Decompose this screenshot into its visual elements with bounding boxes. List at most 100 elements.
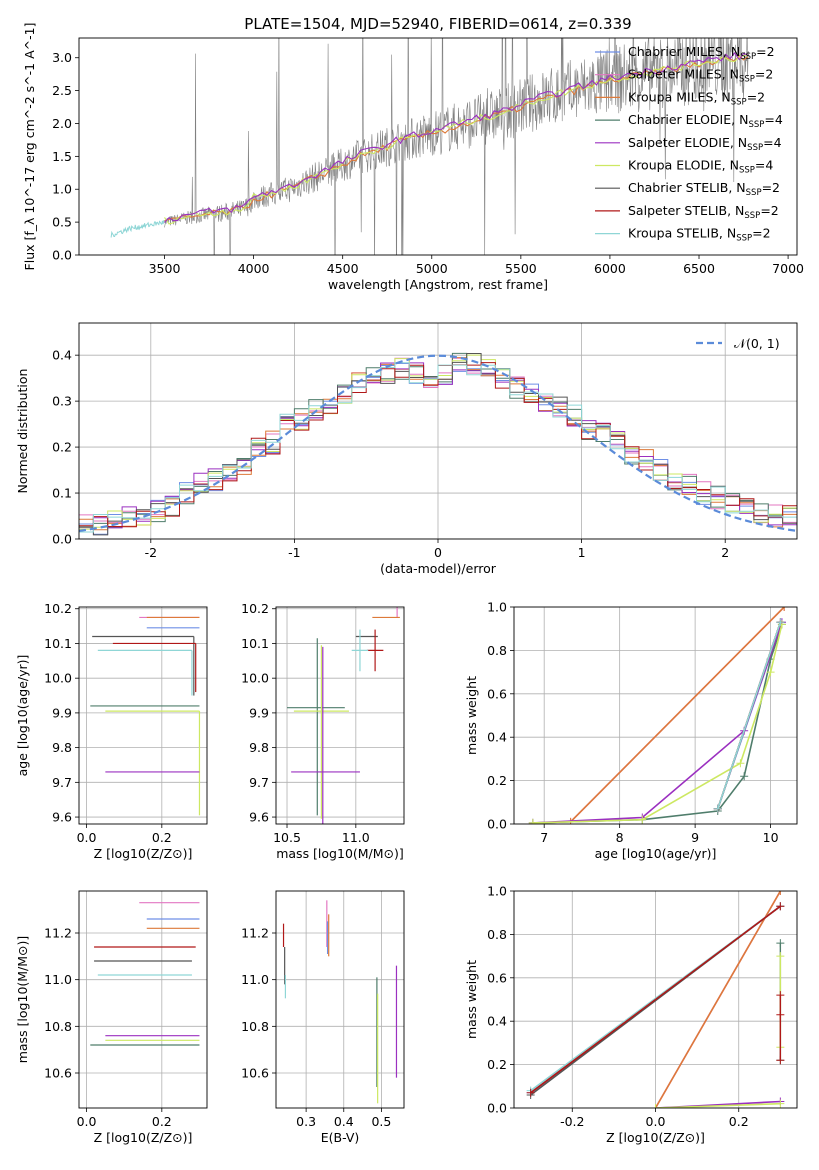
axes-frame xyxy=(513,890,798,1109)
x-tick-label: 9 xyxy=(691,830,699,845)
legend-label: Chabrier ELODIE, NSSP=4 xyxy=(628,112,783,130)
axes-frame xyxy=(275,606,405,825)
x-tick-label: 7000 xyxy=(772,261,804,276)
marker-kroupa_stelib xyxy=(776,618,785,627)
legend-label: Salpeter STELIB, NSSP=2 xyxy=(628,203,779,221)
y-axis-label: mass weight xyxy=(464,960,479,1039)
x-tick-label: 0 xyxy=(434,545,442,560)
y-axis-label: Normed distribution xyxy=(15,369,30,494)
x-tick-label: 10.5 xyxy=(273,830,301,845)
x-tick-label: 0.4 xyxy=(334,1114,354,1129)
x-axis-label: E(B-V) xyxy=(321,1130,360,1145)
x-axis-label: age [log10(age/yr)] xyxy=(595,846,717,861)
y-tick-label: 0.6 xyxy=(487,686,507,701)
y-tick-label: 9.7 xyxy=(52,775,72,790)
y-axis-label: Flux [f_λ 10^-17 erg cm^-2 s^-1 A^-1] xyxy=(22,23,37,271)
legend-label: 𝒩(0, 1) xyxy=(734,336,780,351)
x-tick-label: 0.0 xyxy=(77,830,97,845)
y-axis-label: mass [log10(M/M⊙)] xyxy=(15,936,30,1064)
marker-kroupa_elodie xyxy=(736,759,745,768)
x-tick-label: 0.0 xyxy=(646,1114,666,1129)
marker-salpeter_stelib xyxy=(526,1088,535,1097)
x-tick-label: 0.5 xyxy=(371,1114,391,1129)
x-tick-label: 7 xyxy=(540,830,548,845)
panel-spectrum: 3500 4000 4500 5000 5500 6000 6500 7000 0.0 0.5 1.… xyxy=(22,23,804,292)
legend-label: Chabrier STELIB, NSSP=2 xyxy=(628,180,780,198)
y-tick-label: 0.8 xyxy=(487,643,507,658)
y-tick-label: 9.9 xyxy=(249,705,269,720)
hist-kroupa_stelib xyxy=(79,362,797,533)
y-tick-label: 11.0 xyxy=(241,972,269,987)
panel-mass_weight_vs_Z: -0.2 0.0 0.2 0.0 0.2 0.4 0.6 0.8 1.0 Z [log10(Z/Z… xyxy=(464,884,798,1145)
y-tick-label: 10.8 xyxy=(241,1019,269,1034)
y-tick-label: 9.8 xyxy=(52,740,72,755)
y-tick-label: 9.6 xyxy=(249,810,269,825)
y-tick-label: 10.1 xyxy=(241,636,269,651)
panel-mass_vs_Z: 0.0 0.2 10.6 10.8 11.0 11.2 Z [log10(Z/Z⊙)] mas… xyxy=(15,890,208,1145)
axes-frame xyxy=(78,606,208,825)
y-tick-label: 1.5 xyxy=(52,149,72,164)
marker-kroupa_elodie xyxy=(638,815,647,824)
y-tick-label: 10.0 xyxy=(241,671,269,686)
y-tick-label: 0.4 xyxy=(52,348,72,363)
y-tick-label: 2.0 xyxy=(52,116,72,131)
y-tick-label: 0.5 xyxy=(52,215,72,230)
model-spectrum-blue xyxy=(110,220,165,238)
y-tick-label: 0.0 xyxy=(487,1101,507,1116)
legend-label: Salpeter ELODIE, NSSP=4 xyxy=(628,135,782,153)
x-tick-label: 0.3 xyxy=(296,1114,316,1129)
x-tick-label: 6500 xyxy=(683,261,715,276)
y-tick-label: 10.6 xyxy=(241,1066,269,1081)
y-tick-label: 1.0 xyxy=(52,182,72,197)
y-tick-label: 0.6 xyxy=(487,970,507,985)
y-tick-label: 1.0 xyxy=(487,884,507,899)
x-tick-label: 6000 xyxy=(594,261,626,276)
panel-age_vs_Z: 0.0 0.2 9.6 9.7 9.8 9.9 10.0 10.1 10.2 Z [log10(Z… xyxy=(15,601,208,861)
x-tick-label: 5500 xyxy=(505,261,537,276)
y-tick-label: 0.4 xyxy=(487,730,507,745)
plot-area xyxy=(110,38,749,255)
y-tick-label: 0.0 xyxy=(52,532,72,547)
y-tick-label: 1.0 xyxy=(487,600,507,615)
marker-kroupa_elodie xyxy=(651,1104,660,1108)
x-axis-label: mass [log10(M/M⊙)] xyxy=(276,846,404,861)
y-tick-label: 10.2 xyxy=(241,601,269,616)
x-tick-label: 5000 xyxy=(416,261,448,276)
x-tick-label: -2 xyxy=(145,545,157,560)
y-tick-label: 0.2 xyxy=(487,773,507,788)
panel-age_vs_mass: 10.5 11.0 9.6 9.7 9.8 9.9 10.0 10.1 10.2 mass [lo… xyxy=(241,601,405,861)
plot-area xyxy=(79,607,207,824)
axes-frame xyxy=(78,37,798,256)
axes-frame xyxy=(275,890,405,1109)
y-tick-label: 10.1 xyxy=(44,636,72,651)
figure-title: PLATE=1504, MJD=52940, FIBERID=0614, z=0… xyxy=(244,15,631,33)
x-tick-label: 1 xyxy=(578,545,586,560)
data-spectrum xyxy=(164,38,749,255)
series-kroupa_miles xyxy=(654,891,782,1108)
panel-mass_vs_ebv: 0.3 0.4 0.5 10.6 10.8 11.0 11.2 E(B-V) xyxy=(241,890,405,1145)
axes-frame xyxy=(513,606,798,825)
y-tick-label: 11.2 xyxy=(44,926,72,941)
y-tick-label: 9.8 xyxy=(249,740,269,755)
plot-area xyxy=(276,891,404,1108)
x-tick-label: 3500 xyxy=(149,261,181,276)
marker-kroupa_elodie xyxy=(776,1099,785,1108)
y-tick-label: 9.6 xyxy=(52,810,72,825)
marker-kroupa_elodie xyxy=(528,818,537,824)
marker-kroupa_elodie xyxy=(766,668,775,677)
y-tick-label: 11.2 xyxy=(241,926,269,941)
y-tick-label: 0.4 xyxy=(487,1014,507,1029)
legend-label: Salpeter MILES, NSSP=2 xyxy=(628,67,773,85)
y-tick-label: 0.0 xyxy=(487,817,507,832)
x-tick-label: -1 xyxy=(288,545,300,560)
y-tick-label: 0.1 xyxy=(52,486,72,501)
y-axis-label: age [log10(age/yr)] xyxy=(15,655,30,777)
axes-frame xyxy=(78,890,208,1109)
y-tick-label: 10.2 xyxy=(44,601,72,616)
legend-label: Kroupa ELODIE, NSSP=4 xyxy=(628,158,773,176)
x-axis-label: Z [log10(Z/Z⊙)] xyxy=(606,1130,705,1145)
x-axis-label: (data-model)/error xyxy=(380,561,497,576)
x-tick-label: 8 xyxy=(616,830,624,845)
x-tick-label: 11.0 xyxy=(342,830,370,845)
y-tick-label: 3.0 xyxy=(52,50,72,65)
